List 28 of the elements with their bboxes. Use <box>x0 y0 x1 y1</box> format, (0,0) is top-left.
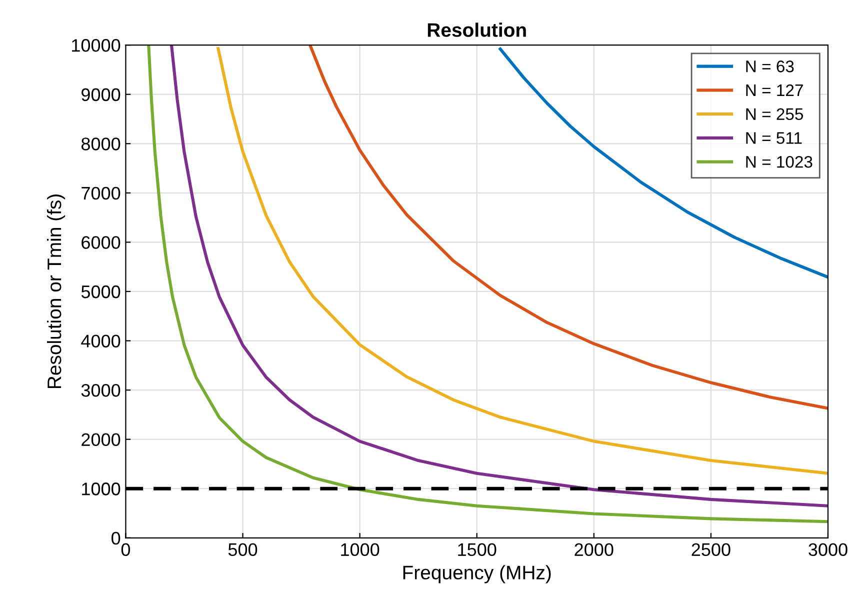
x-axis-title: Frequency (MHz) <box>403 565 551 584</box>
line-series <box>309 45 828 410</box>
x-tick-label: 3000 <box>808 543 848 556</box>
y-tick-label: 3000 <box>81 384 120 397</box>
x-tick-label: 1500 <box>458 543 496 556</box>
legend-label: N = 511 <box>746 132 802 144</box>
legend-label: N = 1023 <box>746 156 812 168</box>
x-tick-label: 2000 <box>574 543 614 556</box>
chart-title: Resolution <box>428 22 526 37</box>
x-tick-label: 500 <box>228 543 258 556</box>
y-axis-title: Resolution or Tmin (fs) <box>46 194 66 388</box>
y-tick-label: 4000 <box>81 334 120 348</box>
legend-label: N = 127 <box>746 84 803 96</box>
y-tick-label: 9000 <box>82 88 120 102</box>
y-tick-label: 0 <box>112 532 120 545</box>
legend-label: N = 255 <box>746 108 804 120</box>
y-tick-label: 2000 <box>82 433 120 446</box>
x-tick-label: 1000 <box>341 543 380 556</box>
line-series <box>498 47 828 279</box>
y-tick-label: 10000 <box>72 39 120 52</box>
y-tick-label: 5000 <box>81 285 120 298</box>
y-tick-label: 8000 <box>81 138 120 150</box>
y-tick-label: 6000 <box>82 236 120 249</box>
x-tick-label: 2500 <box>692 543 730 556</box>
y-tick-label: 1000 <box>82 482 120 496</box>
legend-label: N = 63 <box>746 60 794 72</box>
x-tick-label: 0 <box>121 543 130 556</box>
y-tick-label: 7000 <box>82 186 120 200</box>
